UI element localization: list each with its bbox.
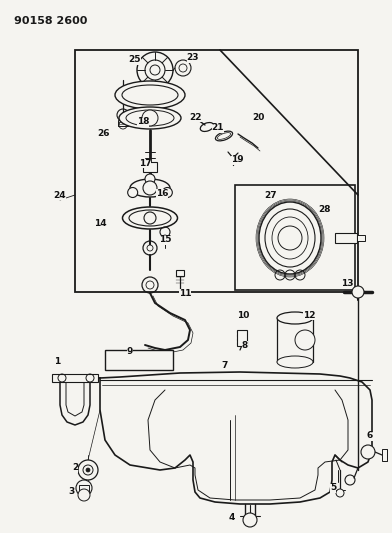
Text: 12: 12 — [303, 311, 315, 319]
Circle shape — [295, 330, 315, 350]
Circle shape — [83, 465, 93, 475]
Text: 5: 5 — [330, 483, 336, 492]
Text: 13: 13 — [341, 279, 353, 287]
Bar — [75, 50, 358, 292]
Circle shape — [361, 445, 375, 459]
Text: 23: 23 — [187, 53, 199, 62]
Circle shape — [352, 286, 364, 298]
Text: 90158 2600: 90158 2600 — [14, 16, 87, 26]
Circle shape — [147, 245, 153, 251]
Text: 21: 21 — [212, 124, 224, 133]
Bar — [143, 162, 157, 172]
Bar — [357, 235, 365, 241]
Text: 10: 10 — [237, 311, 249, 320]
Text: 3: 3 — [69, 488, 75, 497]
Circle shape — [243, 513, 257, 527]
Text: 27: 27 — [265, 190, 277, 199]
Circle shape — [76, 480, 92, 496]
Circle shape — [336, 489, 344, 497]
Text: 2: 2 — [72, 464, 78, 472]
Bar — [176, 270, 184, 276]
Text: 28: 28 — [319, 206, 331, 214]
Circle shape — [278, 226, 302, 250]
Ellipse shape — [119, 107, 181, 129]
Ellipse shape — [277, 312, 313, 324]
Text: 18: 18 — [137, 117, 149, 126]
Bar — [79, 485, 89, 493]
Text: 11: 11 — [179, 288, 191, 297]
Text: 1: 1 — [54, 358, 60, 367]
Text: 6: 6 — [367, 432, 373, 440]
Circle shape — [78, 489, 90, 501]
Circle shape — [86, 468, 90, 472]
Circle shape — [150, 65, 160, 75]
Circle shape — [128, 188, 138, 198]
Bar — [235, 185, 355, 290]
Bar — [237, 330, 247, 346]
Circle shape — [162, 188, 172, 198]
Text: 14: 14 — [94, 219, 106, 228]
Circle shape — [145, 174, 155, 184]
Circle shape — [143, 181, 157, 195]
Text: 20: 20 — [252, 114, 264, 123]
Bar — [105, 350, 173, 370]
Text: 7: 7 — [222, 360, 228, 369]
Bar — [382, 449, 387, 461]
Ellipse shape — [259, 202, 321, 274]
Ellipse shape — [130, 179, 170, 197]
Circle shape — [146, 281, 154, 289]
Ellipse shape — [122, 207, 178, 229]
Text: 17: 17 — [139, 158, 151, 167]
Text: 16: 16 — [156, 189, 168, 198]
Ellipse shape — [277, 356, 313, 368]
Bar — [277, 318, 313, 362]
Text: 22: 22 — [190, 112, 202, 122]
Text: 4: 4 — [229, 513, 235, 522]
Text: 9: 9 — [127, 348, 133, 357]
Circle shape — [142, 110, 158, 126]
Bar — [335, 233, 357, 243]
Text: 25: 25 — [129, 55, 141, 64]
Circle shape — [78, 460, 98, 480]
Circle shape — [144, 212, 156, 224]
Text: 8: 8 — [242, 341, 248, 350]
Bar — [118, 120, 128, 126]
Ellipse shape — [115, 81, 185, 109]
Text: 24: 24 — [54, 190, 66, 199]
Text: 19: 19 — [230, 156, 243, 165]
Text: 15: 15 — [159, 236, 171, 245]
Text: 26: 26 — [98, 128, 110, 138]
Bar — [52, 374, 98, 382]
